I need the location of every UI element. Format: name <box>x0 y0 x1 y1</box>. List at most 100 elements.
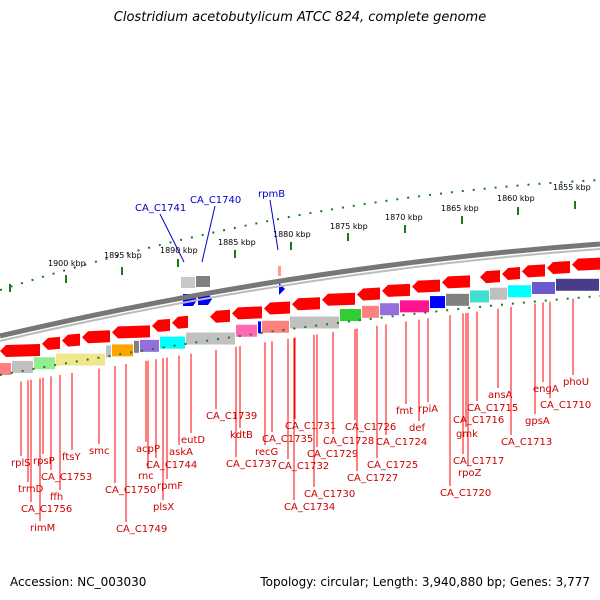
gene-arrow <box>62 333 80 347</box>
bottom-gene-label: CA_C1737 <box>226 459 277 470</box>
bottom-gene-label: phoU <box>563 377 589 388</box>
color-band-segment <box>400 300 429 313</box>
gene-arrow <box>442 275 470 289</box>
feature-gray-2 <box>196 276 210 287</box>
scale-ticks <box>9 201 576 292</box>
bottom-gene-label: gpsA <box>525 416 550 427</box>
color-band-segment <box>430 296 445 309</box>
top-gene-label: CA_C1741 <box>135 203 186 214</box>
gene-arrow <box>572 257 600 271</box>
gene-arrow <box>152 318 170 332</box>
bottom-gene-label: CA_C1717 <box>453 456 504 467</box>
gene-arrow <box>0 344 40 357</box>
bottom-gene-label: CA_C1724 <box>376 437 427 448</box>
color-band-segment <box>106 345 111 358</box>
backbone-inner <box>0 248 600 342</box>
bottom-gene-label: CA_C1732 <box>278 461 329 472</box>
bottom-gene-label: CA_C1744 <box>146 460 197 471</box>
bottom-gene-label: CA_C1710 <box>540 400 591 411</box>
bottom-gene-label: CA_C1750 <box>105 485 156 496</box>
bottom-gene-label: CA_C1739 <box>206 411 257 422</box>
color-band-segment <box>134 340 139 353</box>
gene-arrow <box>82 330 110 344</box>
gene-arrow <box>42 336 60 350</box>
gene-arrow <box>502 267 520 281</box>
scale-label: 1880 kbp <box>273 230 311 239</box>
bottom-gene-label: CA_C1734 <box>284 502 335 513</box>
gene-arrow <box>232 306 262 320</box>
bottom-gene-label: rpmF <box>157 481 183 492</box>
backbone-outer <box>0 241 600 339</box>
bottom-gene-label: acpP <box>136 444 160 455</box>
gene-arrow <box>210 309 230 323</box>
color-band-segment <box>290 316 339 329</box>
bottom-gene-label: ftsY <box>62 452 81 463</box>
bottom-gene-label: recG <box>255 447 278 458</box>
bottom-gene-label: CA_C1729 <box>307 449 358 460</box>
bottom-gene-label: eutD <box>181 435 205 446</box>
top-gene-label: CA_C1740 <box>190 195 241 206</box>
top-leader-line <box>159 213 185 263</box>
color-band-segment <box>262 320 289 333</box>
scale-label: 1900 kbp <box>48 259 86 268</box>
gene-arrow <box>357 287 380 301</box>
bottom-gene-label: CA_C1715 <box>467 403 518 414</box>
bottom-gene-label: CA_C1730 <box>304 489 355 500</box>
bottom-gene-label: gmk <box>456 429 478 440</box>
feature-gray-1 <box>181 277 195 288</box>
bottom-gene-label: def <box>409 423 426 434</box>
bottom-gene-label: CA_C1713 <box>501 437 552 448</box>
bottom-gene-label: CA_C1731 <box>285 421 336 432</box>
scale-label: 1870 kbp <box>385 213 423 222</box>
bottom-gene-label: ffh <box>50 492 63 503</box>
gene-arrow <box>522 264 545 278</box>
bottom-gene-label: CA_C1727 <box>347 473 398 484</box>
color-band-segment <box>56 353 105 366</box>
gene-arrow <box>264 301 290 315</box>
gene-arrow <box>292 297 320 311</box>
summary-text: Topology: circular; Length: 3,940,880 bp… <box>260 575 590 589</box>
color-band-segment <box>490 287 507 300</box>
bottom-gene-label: askA <box>169 447 193 458</box>
bottom-gene-label: CA_C1720 <box>440 488 491 499</box>
color-band-segment <box>160 336 185 349</box>
bottom-gene-label: ansA <box>488 390 513 401</box>
scale-label: 1890 kbp <box>160 246 198 255</box>
scale-label: 1855 kbp <box>553 183 591 192</box>
map-title: Clostridium acetobutylicum ATCC 824, com… <box>113 10 487 25</box>
gene-arrow <box>322 292 355 306</box>
color-band <box>0 278 599 375</box>
color-band-segment <box>34 357 55 370</box>
bottom-gene-label: rplS <box>11 458 31 469</box>
bottom-gene-label: CA_C1728 <box>323 436 374 447</box>
bottom-gene-label: smc <box>89 446 109 457</box>
color-band-segment <box>556 278 599 291</box>
bottom-labels: rplStrmDrpsPCA_C1756ffhrimMCA_C1753ftsYs… <box>11 298 591 535</box>
scale-label: 1860 kbp <box>497 194 535 203</box>
bottom-gene-label: CA_C1749 <box>116 524 167 535</box>
scale-label: 1895 kbp <box>104 251 142 260</box>
bottom-gene-label: CA_C1756 <box>21 504 72 515</box>
bottom-gene-label: kdtB <box>230 430 253 441</box>
color-band-segment <box>362 305 379 318</box>
color-band-segment <box>112 344 133 357</box>
color-band-segment <box>258 321 261 334</box>
top-leader-line <box>269 199 279 251</box>
color-band-segment <box>532 281 555 294</box>
scale-label: 1865 kbp <box>441 204 479 213</box>
bottom-gene-label: rnc <box>138 471 154 482</box>
bottom-gene-label: CA_C1726 <box>345 422 396 433</box>
gene-arrow <box>382 283 410 297</box>
gene-arrow <box>112 325 150 339</box>
bottom-gene-label: rimM <box>30 523 55 534</box>
color-band-segment <box>340 309 361 322</box>
top-gene-label: rpmB <box>258 189 285 200</box>
color-band-segment <box>12 360 33 373</box>
color-band-segment <box>0 363 11 375</box>
top-labels: CA_C1741 CA_C1740 rpmB <box>135 189 285 263</box>
gene-arrow <box>412 279 440 293</box>
gene-arrow <box>172 315 188 329</box>
bottom-gene-label: engA <box>533 384 559 395</box>
bottom-gene-label: plsX <box>153 502 174 513</box>
bottom-gene-label: rpsP <box>33 456 55 467</box>
